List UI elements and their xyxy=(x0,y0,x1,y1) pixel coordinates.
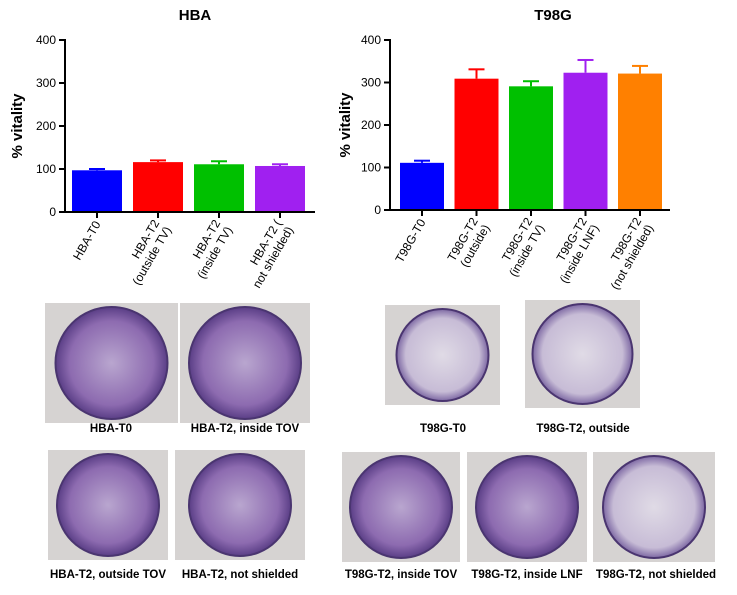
y-tick-label: 100 xyxy=(36,162,56,176)
photo-caption: HBA-T2, not shielded xyxy=(182,569,298,581)
x-tick-label: HBA-T0 xyxy=(70,218,104,262)
photo-caption: T98G-T0 xyxy=(420,423,466,435)
petri-dish xyxy=(54,306,169,420)
y-tick-label: 300 xyxy=(361,76,381,90)
y-tick-label: 300 xyxy=(36,76,56,90)
x-tick-label: HBA-T2(outside TV) xyxy=(118,217,175,288)
petri-dish xyxy=(349,455,453,559)
petri-dish xyxy=(56,453,160,557)
photo-caption: T98G-T2, not shielded xyxy=(596,569,716,581)
y-axis-label: % vitality xyxy=(337,92,354,158)
error-bar xyxy=(414,159,430,163)
bar xyxy=(400,162,444,210)
photo-caption: T98G-T2, inside TOV xyxy=(345,569,458,581)
bar xyxy=(454,78,499,210)
y-tick-label: 100 xyxy=(361,161,381,175)
photo-caption: HBA-T2, inside TOV xyxy=(191,423,300,435)
y-tick-label: 0 xyxy=(374,203,381,217)
bar xyxy=(133,162,183,212)
x-tick-label: T98G-T2(not shielded) xyxy=(596,215,657,292)
y-tick-label: 400 xyxy=(361,33,381,47)
petri-dish xyxy=(531,303,634,405)
error-bar xyxy=(89,168,105,171)
petri-dish xyxy=(188,453,292,557)
x-tick-label: T98G-T2(inside TV) xyxy=(494,215,547,279)
y-axis-label: % vitality xyxy=(9,93,26,159)
x-tick-label: T98G-T0 xyxy=(392,216,428,265)
bar xyxy=(563,72,608,210)
x-tick-label: T98G-T2(outside) xyxy=(445,215,493,271)
error-bar xyxy=(211,160,227,165)
petri-dish xyxy=(188,306,302,420)
y-tick-label: 400 xyxy=(36,33,56,47)
error-bar xyxy=(150,159,166,163)
y-tick-label: 0 xyxy=(49,205,56,219)
petri-dish xyxy=(395,308,490,402)
chart-title: HBA xyxy=(179,7,212,24)
petri-dish xyxy=(475,455,579,559)
photo-caption: T98G-T2, inside LNF xyxy=(471,569,582,581)
bar xyxy=(618,73,662,210)
error-bar xyxy=(272,163,288,166)
error-bar xyxy=(632,64,648,74)
bar xyxy=(255,165,305,212)
y-tick-label: 200 xyxy=(36,119,56,133)
x-tick-label: HBA-T2 (not shielded) xyxy=(238,217,296,290)
error-bar xyxy=(577,58,594,73)
photo-caption: T98G-T2, outside xyxy=(536,423,629,435)
bar xyxy=(72,170,122,212)
chart-title: T98G xyxy=(534,7,572,24)
petri-dish xyxy=(602,455,706,559)
photo-caption: HBA-T0 xyxy=(90,423,132,435)
error-bar xyxy=(523,80,539,87)
x-tick-label: T98G-T2(inside LNF) xyxy=(545,215,602,286)
x-tick-label: HBA-T2(inside TV) xyxy=(182,217,235,281)
y-tick-label: 200 xyxy=(361,118,381,132)
bar xyxy=(194,164,244,212)
photo-caption: HBA-T2, outside TOV xyxy=(50,569,166,581)
error-bar xyxy=(468,68,485,79)
bar xyxy=(509,86,553,210)
